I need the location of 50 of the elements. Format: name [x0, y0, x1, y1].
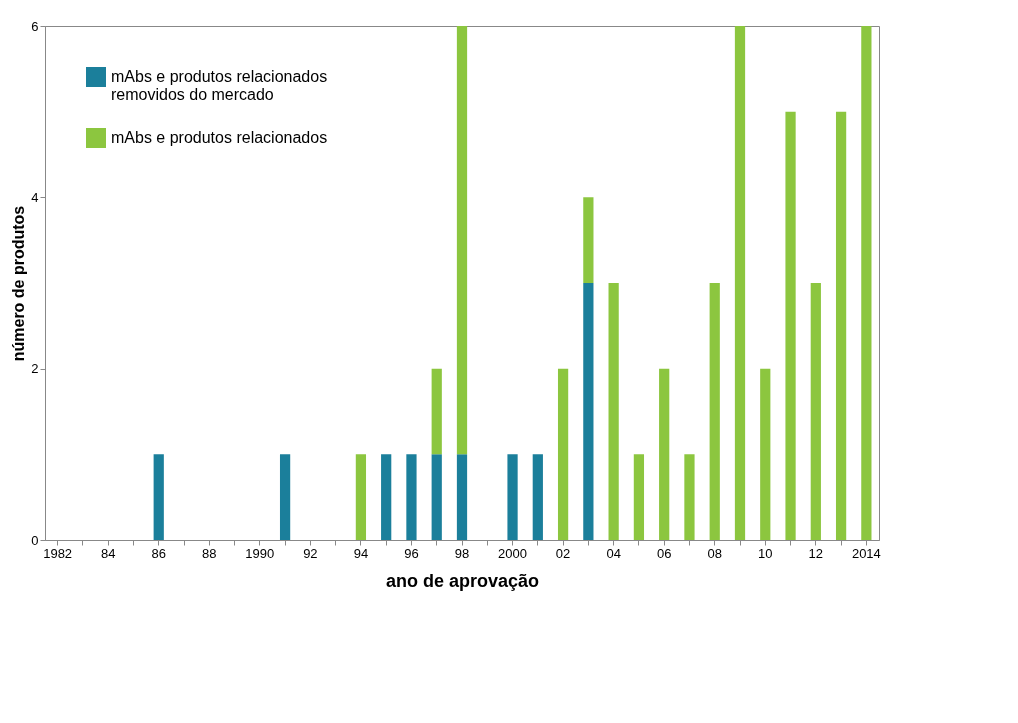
x-tick-label: 2014	[851, 545, 881, 561]
bar	[355, 454, 367, 540]
bar	[431, 454, 442, 540]
x-tick-label: 1990	[245, 545, 275, 561]
bar	[153, 454, 164, 540]
bar	[279, 454, 291, 540]
bar	[456, 26, 468, 455]
bar	[532, 454, 543, 540]
bar	[709, 283, 720, 540]
legend-label: mAbs e produtos relacionados	[111, 129, 328, 146]
x-tick-label: 96	[404, 545, 419, 561]
y-axis-title: número de produtos	[10, 205, 28, 362]
x-tick-label: 88	[202, 545, 217, 561]
legend-label: mAbs e produtos relacionados removidos do mercado	[111, 68, 328, 103]
bar	[456, 454, 468, 540]
bar	[734, 26, 746, 540]
bar	[583, 283, 594, 540]
bar	[835, 111, 847, 540]
x-tick-label: 08	[707, 545, 722, 561]
bar	[785, 111, 796, 540]
x-tick-label: 86	[151, 545, 166, 561]
bar	[659, 368, 670, 540]
x-tick-label: 10	[758, 545, 773, 561]
x-axis-title: ano de aprovação	[385, 570, 540, 591]
x-tick-label: 04	[606, 545, 621, 561]
y-tick-label: 2	[31, 361, 39, 377]
x-tick-label: 94	[353, 545, 369, 561]
x-tick-label: 02	[555, 545, 571, 561]
y-tick-label: 6	[31, 18, 39, 34]
bar	[608, 283, 619, 540]
bar	[684, 454, 695, 540]
bar	[406, 454, 417, 540]
bar	[557, 368, 569, 540]
bar	[431, 368, 442, 455]
bar	[507, 454, 518, 540]
x-tick-label: 06	[656, 545, 672, 561]
x-tick-label: 98	[454, 545, 470, 561]
bar	[810, 283, 821, 540]
bar	[381, 454, 392, 540]
y-tick-label: 4	[31, 189, 39, 205]
bar	[583, 197, 594, 283]
bar	[633, 454, 645, 540]
x-tick-label: 12	[808, 545, 824, 561]
bar	[861, 26, 872, 540]
x-tick-label: 1982	[43, 545, 73, 561]
x-tick-label: 84	[100, 545, 116, 561]
bar	[760, 368, 771, 540]
x-tick-label: 92	[303, 545, 318, 561]
y-tick-label: 0	[31, 532, 39, 548]
x-tick-label: 2000	[498, 545, 528, 561]
